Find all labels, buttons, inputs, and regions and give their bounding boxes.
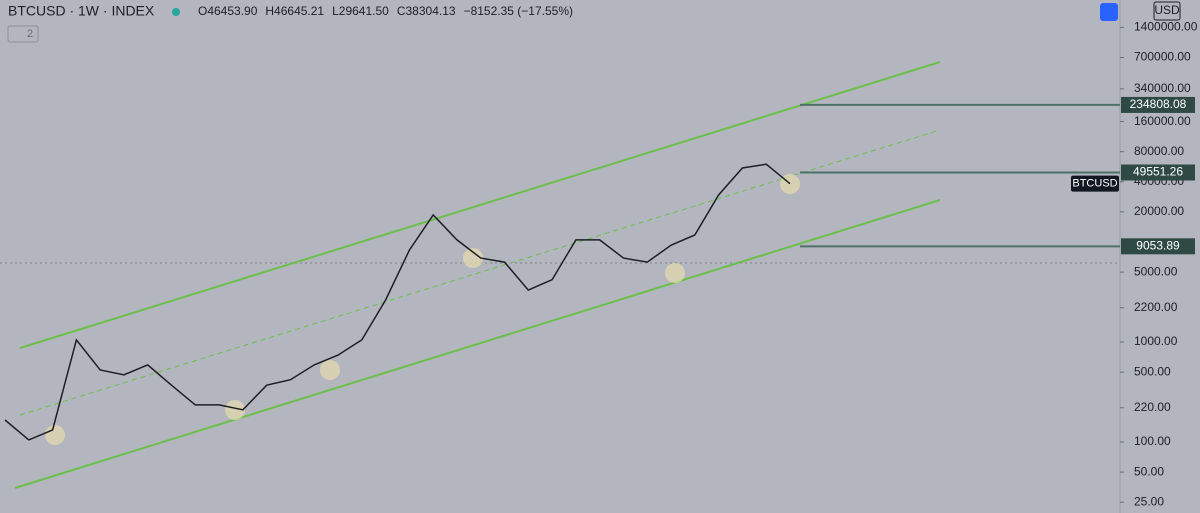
y-tick-label: 50.00	[1134, 464, 1164, 478]
touch-circle	[225, 400, 245, 420]
y-tick-label: 700000.00	[1134, 50, 1191, 64]
level-label-box	[1121, 164, 1195, 181]
y-tick-label: 500.00	[1134, 364, 1171, 378]
y-tick-label: 100.00	[1134, 434, 1171, 448]
currency-button[interactable]	[1153, 1, 1181, 21]
symbol-tag: BTCUSD	[1072, 178, 1117, 190]
plot	[4, 163, 791, 441]
ohlc-value: L29641.50	[332, 4, 389, 18]
touch-circle	[45, 425, 65, 445]
ohlc: O46453.90 H46645.21 L29641.50 C38304.13 −815…	[198, 4, 573, 18]
level-label: 9053.89	[1136, 238, 1180, 252]
channel-upper	[19, 61, 941, 349]
y-tick-label: 220.00	[1134, 400, 1171, 414]
ohlc-value: C38304.13	[397, 4, 456, 18]
symbol-tag-box	[1071, 175, 1119, 192]
channel-lower	[14, 199, 941, 489]
indicator-count: 2	[27, 28, 33, 40]
ohlc-value: H46645.21	[265, 4, 324, 18]
y-tick-label: 5000.00	[1134, 264, 1178, 278]
ohlc-value: −8152.35 (−17.55%)	[464, 4, 573, 18]
y-tick-label: 160000.00	[1134, 114, 1191, 128]
touch-circle	[665, 263, 685, 283]
touch-points	[45, 174, 800, 445]
level-label: 49551.26	[1133, 165, 1183, 179]
currency: USD	[1154, 3, 1180, 17]
scale-button[interactable]	[1100, 3, 1118, 21]
ohlc-value: O46453.90	[198, 4, 258, 18]
symbol-title: BTCUSD · 1W · INDEX	[8, 3, 155, 19]
level-label-box	[1121, 238, 1195, 255]
y-tick-label: 340000.00	[1134, 81, 1191, 95]
y-tick-label: 80000.00	[1134, 144, 1184, 158]
y-tick-label: 2200.00	[1134, 300, 1178, 314]
y-tick-label: 25.00	[1134, 494, 1164, 508]
touch-circle	[320, 360, 340, 380]
level-label: 234808.08	[1130, 97, 1187, 111]
y-tick-label: 1400000.00	[1134, 20, 1198, 34]
price-line	[4, 163, 791, 441]
indicator-toggle[interactable]	[7, 25, 39, 43]
level-label-box	[1121, 96, 1195, 113]
y-tick-label: 1000.00	[1134, 334, 1178, 348]
status-dot	[172, 8, 180, 16]
touch-circle	[463, 248, 483, 268]
y-tick-label: 20000.00	[1134, 204, 1184, 218]
